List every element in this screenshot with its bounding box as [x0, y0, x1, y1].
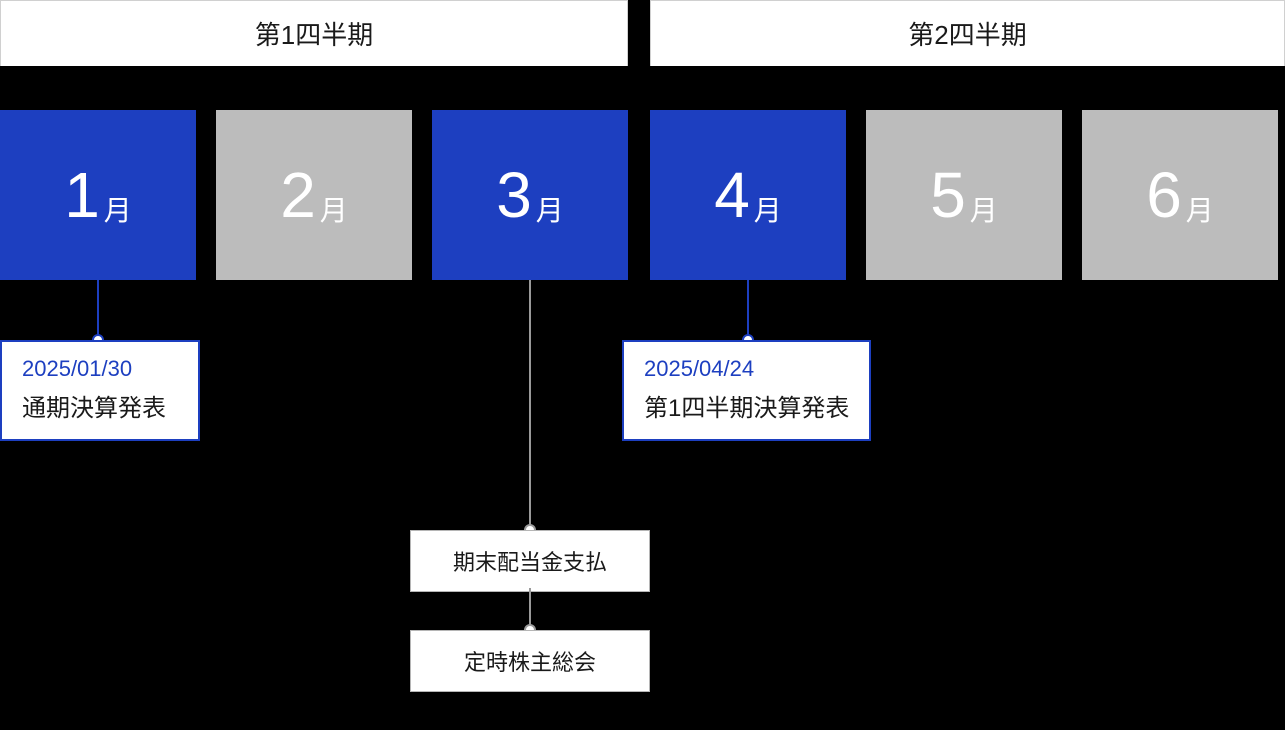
month-cell-6: 6 月 — [1082, 110, 1278, 280]
month-suffix: 月 — [970, 189, 998, 229]
connector-line — [529, 280, 531, 530]
event-date: 2025/04/24 — [644, 356, 849, 382]
connector-line — [747, 280, 749, 340]
event-box-annual-results: 2025/01/30 通期決算発表 — [0, 340, 200, 441]
month-number: 6 — [1146, 163, 1182, 227]
month-number: 3 — [496, 163, 532, 227]
month-suffix: 月 — [536, 189, 564, 229]
month-cell-1: 1 月 — [0, 110, 196, 280]
event-title: 期末配当金支払 — [421, 545, 639, 577]
event-box-agm: 定時株主総会 — [410, 630, 650, 692]
quarter-label: 第2四半期 — [908, 15, 1026, 52]
month-number: 2 — [280, 163, 316, 227]
month-cell-3: 3 月 — [432, 110, 628, 280]
month-cell-5: 5 月 — [866, 110, 1062, 280]
month-number: 5 — [930, 163, 966, 227]
month-row: 1 月 2 月 3 月 4 月 5 月 6 月 — [0, 110, 1285, 280]
quarter-label: 第1四半期 — [255, 15, 373, 52]
month-suffix: 月 — [320, 189, 348, 229]
quarter-header-1: 第1四半期 — [0, 0, 628, 66]
event-title: 定時株主総会 — [421, 645, 639, 677]
event-title: 第1四半期決算発表 — [644, 388, 849, 423]
event-box-q1-results: 2025/04/24 第1四半期決算発表 — [622, 340, 871, 441]
month-cell-4: 4 月 — [650, 110, 846, 280]
month-number: 1 — [64, 163, 100, 227]
month-suffix: 月 — [1186, 189, 1214, 229]
event-box-dividend: 期末配当金支払 — [410, 530, 650, 592]
quarter-header-2: 第2四半期 — [650, 0, 1285, 66]
event-date: 2025/01/30 — [22, 356, 178, 382]
connector-line — [97, 280, 99, 340]
event-title: 通期決算発表 — [22, 388, 178, 423]
month-cell-2: 2 月 — [216, 110, 412, 280]
month-suffix: 月 — [754, 189, 782, 229]
month-number: 4 — [714, 163, 750, 227]
month-suffix: 月 — [104, 189, 132, 229]
